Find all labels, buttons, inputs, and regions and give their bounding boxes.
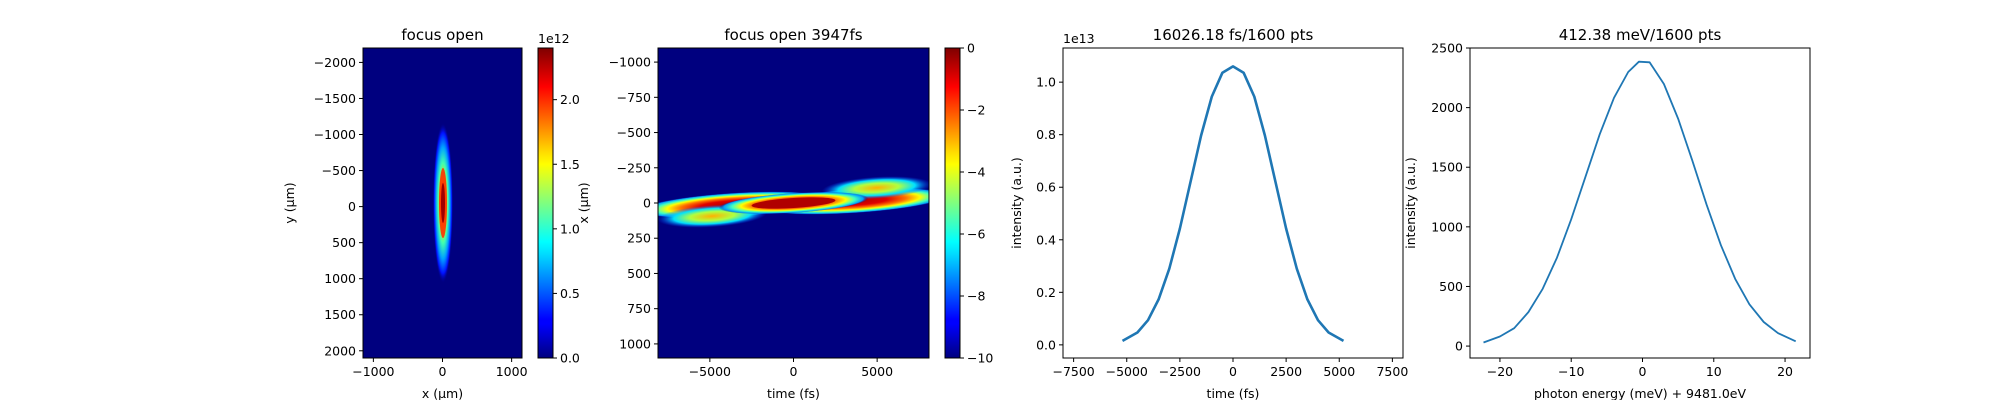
y-tick-label: 1500 [324, 307, 356, 322]
colorbar-tick-label: 0.5 [560, 286, 580, 301]
x-tick-label: −5000 [689, 364, 731, 379]
y-tick-label: −750 [617, 90, 651, 105]
series-layer [1121, 65, 1345, 343]
x-tick-label: −10 [1558, 364, 1584, 379]
x-tick-label: 2500 [1270, 364, 1302, 379]
pulse-front [658, 176, 929, 228]
y-axis-label: x (μm) [576, 182, 591, 223]
y-tick-label: −1000 [314, 127, 356, 142]
y-axis-label: intensity (a.u.) [1403, 157, 1418, 248]
colorbar [945, 48, 960, 358]
colorbar-frame [944, 47, 961, 359]
y-tick-label: 250 [627, 231, 651, 246]
x-tick-label: 0 [1639, 364, 1647, 379]
chart-title: focus open 3947fs [724, 26, 862, 44]
y-tick-label: 0 [643, 196, 651, 211]
y-tick-label: 750 [627, 301, 651, 316]
axis-ticks: −1000 0 1000 −2000 −1500 −1000 −500 0 500 1000 150… [314, 55, 528, 379]
colorbar-offset-label: 1e12 [538, 31, 570, 46]
y-tick-label: 2000 [324, 343, 356, 358]
y-tick-label: 500 [332, 235, 356, 250]
x-tick-label: −2500 [1159, 364, 1201, 379]
y-tick-label: −1000 [609, 55, 651, 70]
x-axis-label: photon energy (meV) + 9481.0eV [1534, 386, 1746, 400]
y-tick-label: 0.4 [1036, 232, 1056, 247]
x-tick-label: −5000 [1106, 364, 1148, 379]
chart-title: focus open [401, 26, 483, 44]
x-tick-label: 0 [439, 364, 447, 379]
axis-ticks: −20 −10 0 10 20 0 500 1000 1500 2000 2500 [1431, 41, 1793, 380]
series-layer [1483, 60, 1797, 344]
y-axis-label: intensity (a.u.) [1009, 157, 1024, 248]
colorbar-tick-label: 1.0 [560, 221, 580, 236]
y-tick-label: 1000 [1431, 219, 1463, 234]
colorbar-tick-label: 0.0 [560, 351, 580, 366]
y-tick-label: 1.0 [1036, 75, 1056, 90]
colorbar-tick-label: 1.5 [560, 157, 580, 172]
colorbar-tick-label: −8 [967, 289, 985, 304]
y-tick-label: 500 [1439, 279, 1463, 294]
x-axis-label: time (fs) [1207, 386, 1260, 400]
pulse-peak [751, 197, 836, 209]
chart-title: 16026.18 fs/1600 pts [1153, 26, 1314, 44]
colorbar-frame [537, 47, 554, 359]
focal-spot-peak [441, 183, 445, 223]
y-tick-label: 1000 [619, 336, 651, 351]
colorbar-tick-label: −4 [967, 165, 985, 180]
axis-ticks: −5000 0 5000 −1000 −750 −500 −250 0 250 500 750 100… [609, 55, 893, 379]
x-tick-label: 5000 [861, 364, 893, 379]
x-tick-label: 0 [790, 364, 798, 379]
colorbar-tick-label: −6 [967, 227, 985, 242]
axis-ticks: −7500 −5000 −2500 0 2500 5000 7500 0.0 0.2 0.4 0.6… [1036, 75, 1408, 379]
series-line [1121, 65, 1345, 343]
x-tick-label: 0 [1229, 364, 1237, 379]
y-tick-label: 1000 [324, 271, 356, 286]
x-tick-label: 7500 [1376, 364, 1408, 379]
y-tick-label: 0.0 [1036, 337, 1056, 352]
y-axis-label: y (μm) [282, 182, 297, 223]
plot-frame [1469, 47, 1811, 359]
y-tick-label: −500 [322, 163, 356, 178]
colorbar-tick-label: 0 [967, 41, 975, 56]
panel-spectrum: 412.38 meV/1600 pts −20 −10 0 10 20 0 500 1000 1… [1403, 26, 1811, 400]
panel-time-profile: 16026.18 fs/1600 pts −7500 −5000 −2500 0 250… [1009, 26, 1408, 400]
colorbar-ticks: 0.0 0.5 1.0 1.5 2.0 [553, 92, 580, 366]
x-tick-label: −20 [1487, 364, 1513, 379]
x-tick-label: 20 [1777, 364, 1793, 379]
y-tick-label: 2500 [1431, 41, 1463, 56]
y-offset-label: 1e13 [1063, 31, 1095, 46]
y-tick-label: 0.8 [1036, 127, 1056, 142]
panel-focus-open-3947fs: focus open 3947fs −5000 0 5000−1000−750−50… [576, 26, 993, 400]
y-tick-label: −1500 [314, 91, 356, 106]
x-tick-label: 5000 [1323, 364, 1355, 379]
y-tick-label: −250 [617, 160, 651, 175]
colorbar-tick-label: 2.0 [560, 92, 580, 107]
plot-frame [1062, 47, 1404, 359]
y-tick-label: 0 [348, 199, 356, 214]
x-tick-label: 1000 [496, 364, 528, 379]
y-tick-label: 500 [627, 266, 651, 281]
y-tick-label: 2000 [1431, 100, 1463, 115]
y-tick-label: 1500 [1431, 160, 1463, 175]
colorbar-ticks: 0 −2 −4 −6 −8 −10 [960, 41, 993, 366]
x-axis-label: x (μm) [422, 386, 463, 400]
colorbar [538, 48, 553, 358]
chart-title: 412.38 meV/1600 pts [1559, 26, 1722, 44]
x-tick-label: 10 [1706, 364, 1722, 379]
y-tick-label: 0.6 [1036, 180, 1056, 195]
panel-focus-open: focus open −1000 0 1000 −2000 −1500 −1000 −500… [282, 26, 580, 400]
series-line [1483, 60, 1797, 344]
y-tick-label: 0 [1455, 339, 1463, 354]
y-tick-label: −2000 [314, 55, 356, 70]
y-tick-label: 0.2 [1036, 285, 1056, 300]
x-axis-label: time (fs) [767, 386, 820, 400]
colorbar-tick-label: −2 [967, 103, 985, 118]
colorbar-tick-label: −10 [967, 351, 993, 366]
x-tick-label: −1000 [352, 364, 394, 379]
x-tick-label: −7500 [1052, 364, 1094, 379]
y-tick-label: −500 [617, 125, 651, 140]
